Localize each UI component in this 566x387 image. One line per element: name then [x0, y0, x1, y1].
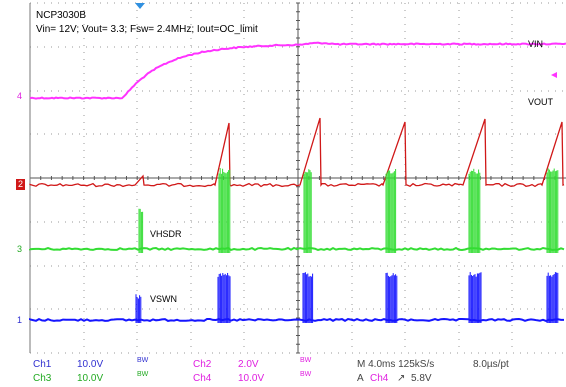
- trigger-level-arrow[interactable]: [551, 72, 557, 78]
- ch4-bandwidth-icon: BW: [300, 371, 312, 378]
- ch1-vswn-trace: [29, 317, 564, 322]
- vout-trace-label: VOUT: [528, 97, 554, 107]
- ch3-scale: 10.0V: [77, 373, 104, 384]
- ch2-bandwidth-icon: BW: [300, 357, 312, 364]
- timebase-readout: M 4.0ms 125kS/s: [357, 359, 435, 370]
- waveform-plot: [29, 2, 566, 354]
- status-footer: Ch1 10.0V BW Ch2 2.0V BW M 4.0ms 125kS/s…: [0, 357, 566, 387]
- ch2-name: Ch2: [193, 359, 212, 370]
- ch4-vin-trace: [29, 41, 566, 100]
- trigger-prefix: A: [357, 373, 364, 384]
- ch3-bandwidth-icon: BW: [137, 371, 149, 378]
- ch4-name: Ch4: [193, 373, 212, 384]
- trigger-level: 5.8V: [411, 373, 432, 384]
- ch4-ground-marker[interactable]: 4: [17, 91, 23, 101]
- ch1-bandwidth-icon: BW: [137, 357, 149, 364]
- vhsdr-trace-label: VHSDR: [150, 229, 182, 239]
- vswn-trace-label: VSWN: [150, 294, 177, 304]
- trigger-source: Ch4: [370, 373, 389, 384]
- ch3-name: Ch3: [33, 373, 52, 384]
- ch3-ground-marker[interactable]: 3: [17, 244, 23, 254]
- sample-resolution: 8.0µs/pt: [473, 359, 509, 370]
- trigger-slope-icon: ↗: [397, 373, 406, 384]
- ch3-vhsdr-trace: [29, 246, 565, 252]
- ch2-vout-trace: [29, 117, 565, 188]
- device-title: NCP3030B: [36, 10, 87, 21]
- ch1-name: Ch1: [33, 359, 52, 370]
- ch2-scale: 2.0V: [238, 359, 259, 370]
- trigger-position-marker[interactable]: [135, 3, 145, 9]
- ch2-ground-marker[interactable]: 2: [16, 179, 26, 190]
- vin-trace-label: VIN: [528, 39, 544, 49]
- ch1-ground-marker[interactable]: 1: [17, 315, 23, 325]
- test-conditions: Vin= 12V; Vout= 3.3; Fsw= 2.4MHz; Iout=O…: [36, 24, 258, 35]
- ch4-scale: 10.0V: [238, 373, 265, 384]
- ch1-scale: 10.0V: [77, 359, 104, 370]
- waveform-traces: [29, 41, 566, 323]
